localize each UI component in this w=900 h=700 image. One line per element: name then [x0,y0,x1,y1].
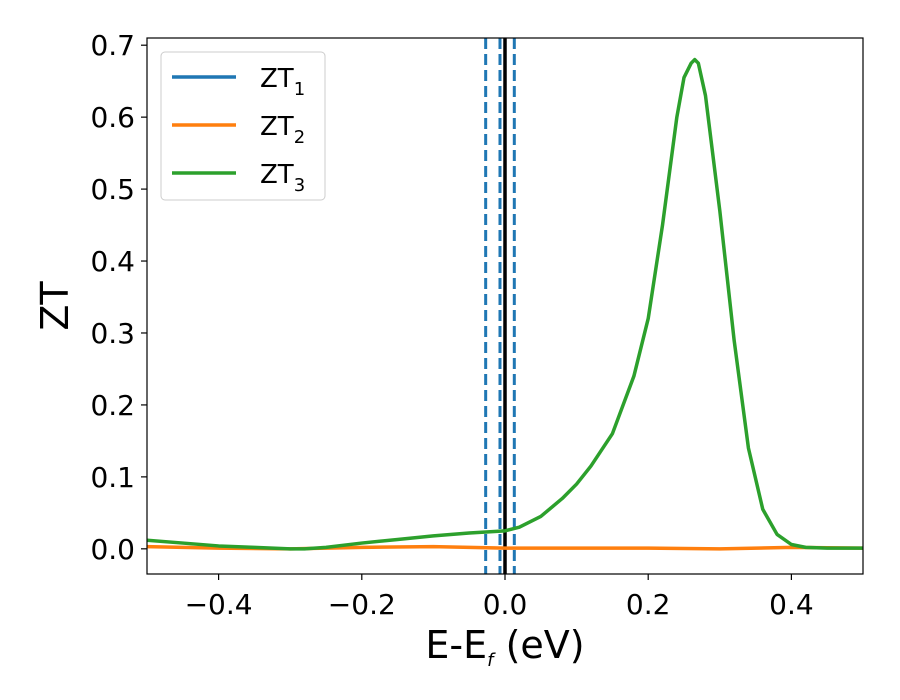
x-axis-label-main: E-E [425,623,487,667]
y-tick-label: 0.4 [90,245,135,278]
x-tick-label: −0.2 [328,588,396,621]
x-axis-label-sub: f [487,650,496,671]
x-tick-label: 0.4 [769,588,814,621]
x-axis-label: E-Ef (eV) [425,623,584,671]
series-lines [147,57,863,551]
series-line-zt3 [147,57,863,551]
legend-label: ZT3 [260,160,305,196]
y-tick-label: 0.3 [90,317,135,350]
axis-ticks: −0.4 −0.2 0.0 0.2 0.4 0.0 0.1 0.2 0.3 0.4 0.5 0.6 0.… [90,29,813,621]
x-tick-label: 0.0 [483,588,528,621]
x-tick-label: −0.4 [185,588,253,621]
legend: ZT1 ZT2 ZT3 [160,51,326,201]
y-tick-label: 0.6 [90,101,135,134]
legend-box [160,51,326,201]
y-tick-label: 0.1 [90,461,135,494]
y-axis-label: ZT [33,281,77,331]
legend-label: ZT1 [260,64,305,100]
fermi-level-lines [484,38,516,574]
legend-label: ZT2 [260,112,305,148]
y-tick-label: 0.2 [90,389,135,422]
x-tick-label: 0.2 [626,588,671,621]
y-tick-label: 0.0 [90,533,135,566]
y-tick-label: 0.5 [90,173,135,206]
y-tick-label: 0.7 [90,29,135,62]
x-axis-label-unit: (eV) [493,623,584,667]
